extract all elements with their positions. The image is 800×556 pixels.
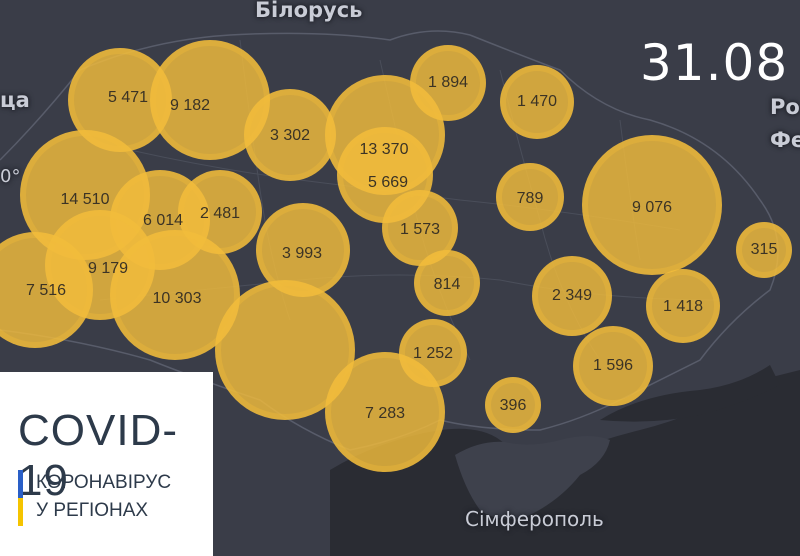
case-count-label: 6 014 — [142, 212, 184, 229]
case-count-label: 5 471 — [107, 89, 149, 106]
case-count-label: 1 894 — [427, 74, 469, 91]
azov-sea — [600, 365, 780, 422]
case-bubble[interactable] — [736, 222, 792, 278]
case-bubble[interactable] — [485, 377, 541, 433]
case-count-label: 1 573 — [399, 221, 441, 238]
case-bubble[interactable] — [410, 45, 486, 121]
case-count-label: 1 596 — [592, 357, 634, 374]
covid-badge: COVID-19 КОРОНАВІРУС У РЕГІОНАХ — [0, 372, 213, 556]
case-count-label: 2 349 — [551, 287, 593, 304]
case-bubble[interactable] — [0, 232, 93, 348]
case-bubble[interactable] — [500, 65, 574, 139]
place-label-russia-1: Ро — [770, 95, 800, 119]
crimea — [455, 436, 610, 519]
case-count-label: 3 302 — [269, 127, 311, 144]
case-count-label: 789 — [516, 190, 544, 207]
place-label-belarus: Білорусь — [255, 0, 363, 22]
place-label-russia-2: Фе — [770, 128, 800, 152]
case-count-label: 1 470 — [516, 93, 558, 110]
case-count-label: 3 993 — [281, 245, 323, 262]
country-border — [0, 30, 779, 451]
case-count-label: 14 510 — [60, 191, 110, 208]
case-bubble[interactable] — [532, 256, 612, 336]
case-count-label: 7 516 — [25, 282, 67, 299]
place-label-simferopol: Сімферополь — [465, 507, 604, 531]
badge-stripe-blue — [18, 470, 23, 498]
case-count-label: 13 370 — [359, 141, 409, 158]
badge-stripe-yellow — [18, 498, 23, 526]
case-count-label: 9 182 — [169, 97, 211, 114]
case-count-label: 396 — [499, 397, 527, 414]
case-count-label: 1 418 — [662, 298, 704, 315]
case-bubble[interactable] — [646, 269, 720, 343]
case-count-label: 7 283 — [364, 405, 406, 422]
badge-line-1: КОРОНАВІРУС — [36, 472, 172, 493]
case-count-label: 9 179 — [87, 260, 129, 277]
case-bubble[interactable] — [496, 163, 564, 231]
case-bubble[interactable] — [573, 326, 653, 406]
case-count-label: 315 — [750, 241, 778, 258]
case-count-label: 5 669 — [367, 174, 409, 191]
place-label-left-edge: ца — [0, 88, 30, 112]
case-count-label: 9 076 — [631, 199, 673, 216]
case-bubble[interactable] — [414, 250, 480, 316]
case-bubble[interactable] — [582, 135, 722, 275]
case-count-label: 814 — [433, 276, 461, 293]
case-bubble[interactable] — [178, 170, 262, 254]
case-count-label: 1 252 — [412, 345, 454, 362]
case-count-label: 2 481 — [199, 205, 241, 222]
case-count-label: 10 303 — [152, 290, 202, 307]
place-label-left-edge-2: 0° — [0, 166, 21, 187]
case-bubble[interactable] — [215, 280, 355, 420]
badge-line-2: У РЕГІОНАХ — [36, 500, 149, 521]
date-label: 31.08 — [640, 34, 789, 92]
badge-title: COVID-19 — [18, 406, 178, 505]
